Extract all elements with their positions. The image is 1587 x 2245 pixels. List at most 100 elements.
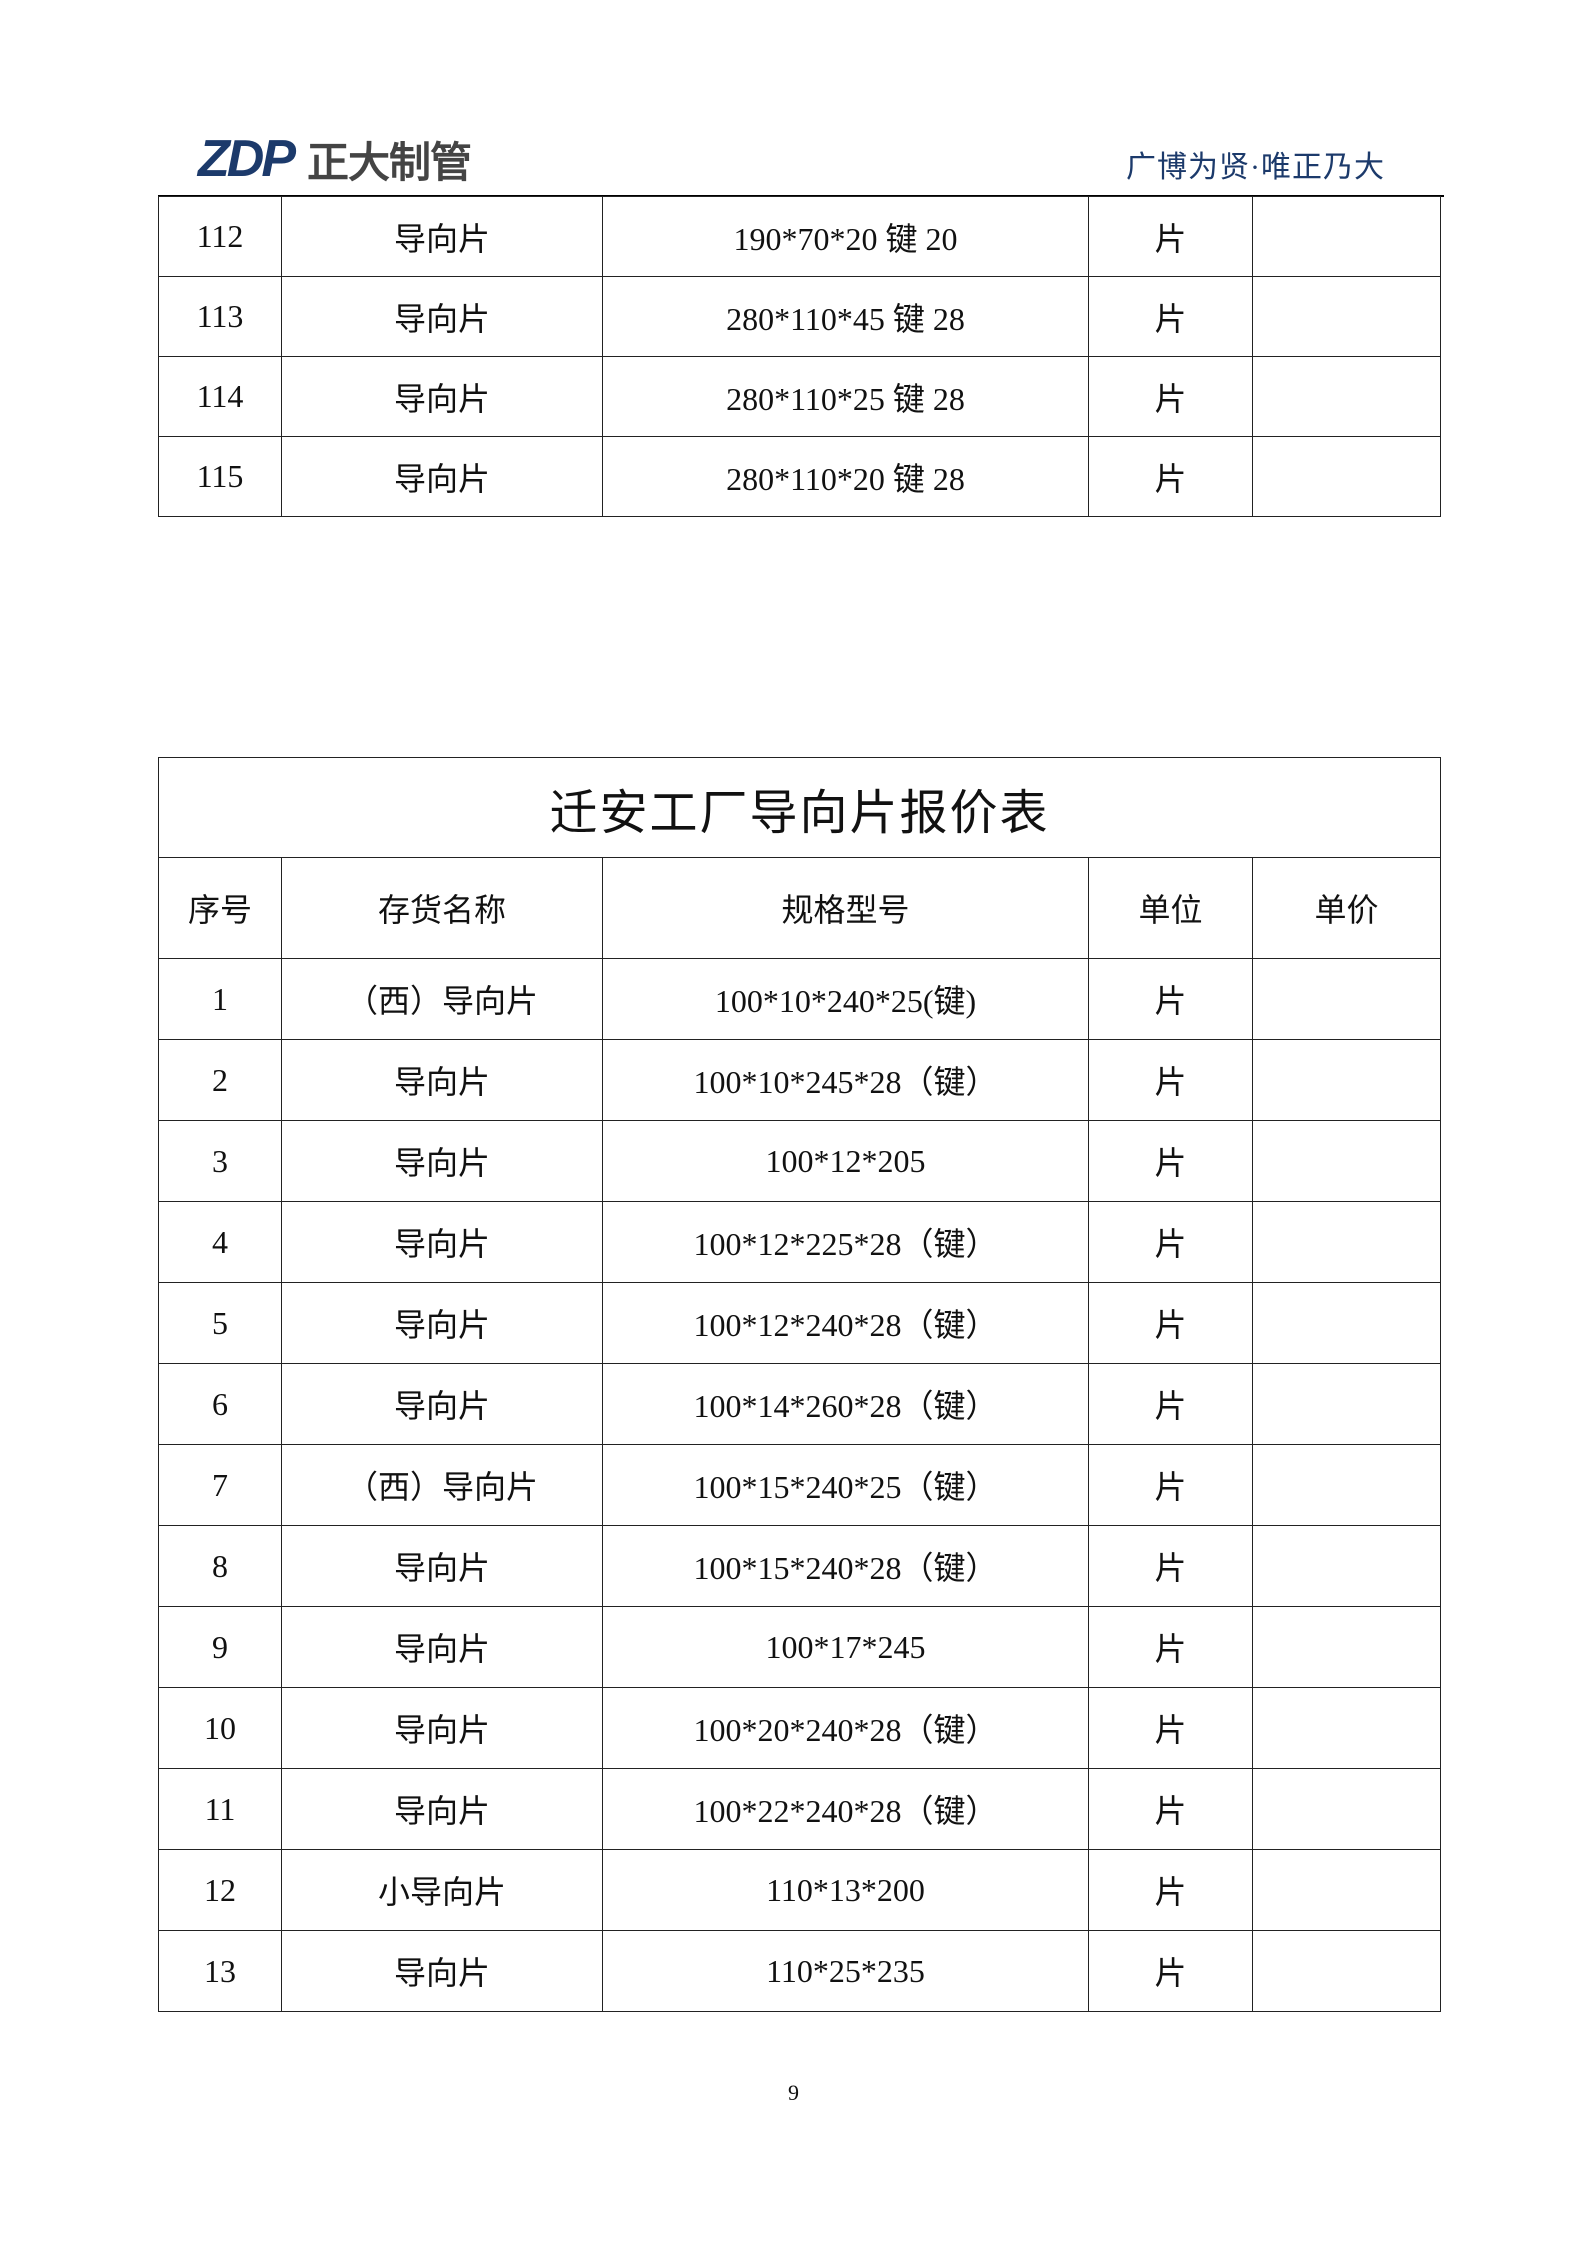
table-cell [1252,356,1441,437]
table-cell [1252,196,1441,277]
slogan: 广博为贤·唯正乃大 [1126,151,1385,184]
table-cell: 13 [158,1930,282,2012]
table-row: 5 导向片 100*12*240*28（键）片 [158,1282,1441,1364]
table-cell [1252,1039,1441,1121]
table-cell: 100*22*240*28（键） [602,1768,1089,1850]
table-cell: 片 [1088,196,1253,277]
table-cell: 100*12*240*28（键） [602,1282,1089,1364]
table-cell: 片 [1088,1768,1253,1850]
previous-table-continuation: 112 导向片 190*70*20 键 20 片 113 导向片 280*110*45 键 … [158,196,1441,517]
page-number: 9 [788,2080,799,2105]
table-cell [1252,1606,1441,1688]
table-cell [1252,1930,1441,2012]
logo-cn: 正大制管 [307,137,472,187]
table-cell [1252,1363,1441,1445]
table-cell: （西）导向片 [281,958,603,1040]
table-row: 10 导向片 100*20*240*28（键）片 [158,1687,1441,1769]
table-cell: 3 [158,1120,282,1202]
table-cell: 导向片 [281,436,603,517]
company-logo: ZDP 正大制管 [198,130,472,188]
column-header: 单位 [1088,857,1253,959]
table-cell: 片 [1088,1444,1253,1526]
table-cell [1252,1525,1441,1607]
column-header: 序号 [158,857,282,959]
table-cell: 导向片 [281,356,603,437]
table-cell: 片 [1088,958,1253,1040]
table-cell: 114 [158,356,282,437]
table-cell: 190*70*20 键 20 [602,196,1089,277]
table-cell: 280*110*20 键 28 [602,436,1089,517]
table-cell [1252,1768,1441,1850]
table-cell: 100*10*245*28（键） [602,1039,1089,1121]
table-cell: 100*14*260*28（键） [602,1363,1089,1445]
table-cell: 5 [158,1282,282,1364]
table-row: 3 导向片 100*12*205 片 [158,1120,1441,1202]
table-cell: 片 [1088,1606,1253,1688]
table-row: 115 导向片 280*110*20 键 28 片 [158,436,1441,517]
table-row: 113 导向片 280*110*45 键 28 片 [158,276,1441,357]
table-cell: 导向片 [281,1525,603,1607]
column-header: 规格型号 [602,857,1089,959]
table-row: 7 （西）导向片 100*15*240*25（键）片 [158,1444,1441,1526]
table-row: 1 （西）导向片 100*10*240*25(键) 片 [158,958,1441,1040]
table-cell: 1 [158,958,282,1040]
table-cell: 2 [158,1039,282,1121]
table-cell: 片 [1088,1849,1253,1931]
table-row: 2 导向片 100*10*245*28（键）片 [158,1039,1441,1121]
table-cell: 片 [1088,436,1253,517]
column-header: 存货名称 [281,857,603,959]
table-cell [1252,1201,1441,1283]
table-cell: 113 [158,276,282,357]
table-cell: 片 [1088,1525,1253,1607]
logo-en: ZDP [198,130,296,188]
table-cell: 导向片 [281,1201,603,1283]
table-cell: 导向片 [281,1363,603,1445]
table-row: 112 导向片 190*70*20 键 20 片 [158,196,1441,277]
table-cell: 片 [1088,276,1253,357]
table-cell: 100*17*245 [602,1606,1089,1688]
table-cell: 片 [1088,1363,1253,1445]
table-cell: 片 [1088,1120,1253,1202]
table-cell: 片 [1088,1201,1253,1283]
table-cell: 280*110*45 键 28 [602,276,1089,357]
table-cell: （西）导向片 [281,1444,603,1526]
table-row: 6 导向片 100*14*260*28（键）片 [158,1363,1441,1445]
table-cell: 片 [1088,356,1253,437]
table-cell: 8 [158,1525,282,1607]
table-cell: 导向片 [281,1120,603,1202]
table-cell: 导向片 [281,1039,603,1121]
price-table: 迁安工厂导向片报价表 序号 存货名称 规格型号 单位 单价 1 （西）导向片 100… [158,757,1441,2012]
table-cell: 110*13*200 [602,1849,1089,1931]
table-cell [1252,1282,1441,1364]
table-cell [1252,276,1441,357]
table-cell [1252,1849,1441,1931]
table-cell: 9 [158,1606,282,1688]
table-title: 迁安工厂导向片报价表 [158,757,1441,858]
table-cell: 片 [1088,1039,1253,1121]
table-cell: 100*20*240*28（键） [602,1687,1089,1769]
table-row: 9 导向片 100*17*245 片 [158,1606,1441,1688]
table-cell [1252,436,1441,517]
table-row: 12 小导向片 110*13*200 片 [158,1849,1441,1931]
table-cell: 6 [158,1363,282,1445]
column-header: 单价 [1252,857,1441,959]
table-cell [1252,958,1441,1040]
table-cell: 100*10*240*25(键) [602,958,1089,1040]
table-cell: 100*12*225*28（键） [602,1201,1089,1283]
table-cell: 12 [158,1849,282,1931]
table-cell [1252,1120,1441,1202]
table-cell: 11 [158,1768,282,1850]
table-cell [1252,1687,1441,1769]
table-cell: 导向片 [281,196,603,277]
table-cell: 片 [1088,1282,1253,1364]
table-row: 114 导向片 280*110*25 键 28 片 [158,356,1441,437]
table-cell: 导向片 [281,1606,603,1688]
table-cell: 导向片 [281,1687,603,1769]
table-cell: 115 [158,436,282,517]
table-row: 13 导向片 110*25*235 片 [158,1930,1441,2012]
table-cell: 112 [158,196,282,277]
table-cell: 片 [1088,1930,1253,2012]
table-cell: 4 [158,1201,282,1283]
table-cell: 导向片 [281,1282,603,1364]
table-cell: 导向片 [281,1930,603,2012]
